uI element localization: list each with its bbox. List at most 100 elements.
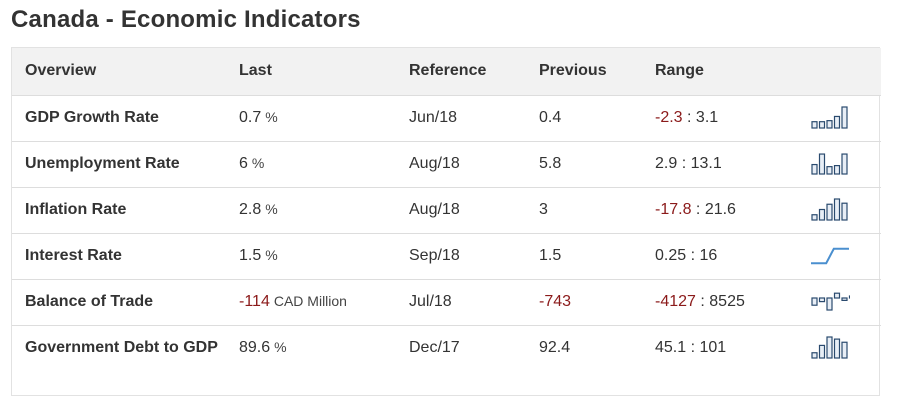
sparkline-chart[interactable]: [810, 336, 850, 360]
header-overview[interactable]: Overview: [25, 62, 97, 80]
sparkline-cell[interactable]: [797, 141, 881, 187]
sparkline-cell[interactable]: [797, 279, 881, 325]
range-cell: 0.25 : 16: [642, 233, 797, 279]
sparkline-bar: [841, 153, 848, 175]
sparkline-bar: [811, 352, 818, 359]
indicator-name-link[interactable]: Unemployment Rate: [25, 155, 180, 172]
range-cell: 45.1 : 101: [642, 325, 797, 371]
last-value: 1.5: [239, 247, 262, 264]
table-row[interactable]: Inflation Rate 2.8% Aug/18 3 -17.8 : 21.6: [12, 187, 881, 233]
range-separator: :: [695, 293, 710, 310]
unit-label: %: [274, 339, 287, 356]
range-low: -17.8: [655, 201, 692, 218]
sparkline-bar: [818, 121, 826, 129]
unit-label: %: [265, 201, 278, 217]
range-high: 101: [699, 339, 727, 357]
table-row[interactable]: Government Debt to GDP 89.6% Dec/17 92.4 45.…: [12, 325, 881, 371]
previous-value: 1.5: [539, 247, 562, 264]
range-separator: :: [686, 339, 700, 357]
range-low: 0.25: [655, 247, 687, 264]
sparkline-bar: [811, 297, 818, 306]
last-value: 0.7: [239, 109, 262, 126]
sparkline-cell[interactable]: [797, 95, 881, 141]
sparkline-bar: [833, 292, 841, 299]
table-row[interactable]: GDP Growth Rate 0.7% Jun/18 0.4 -2.3 : 3.1: [12, 95, 881, 141]
reference-value: Aug/18: [409, 201, 460, 218]
reference-value: Jun/18: [409, 109, 458, 126]
header-previous[interactable]: Previous: [539, 62, 607, 80]
sparkline-bar: [833, 198, 841, 221]
range-separator: :: [682, 109, 696, 126]
sparkline-bar: [811, 121, 818, 129]
last-cell: 1.5%: [226, 233, 396, 279]
table-row[interactable]: Unemployment Rate 6% Aug/18 5.8 2.9 : 13.1: [12, 141, 881, 187]
sparkline-cell[interactable]: [797, 325, 881, 371]
sparkline-bar: [811, 214, 818, 221]
range-cell: -17.8 : 21.6: [642, 187, 797, 233]
sparkline-line: [811, 247, 849, 265]
range-low: 45.1: [655, 339, 687, 357]
range-low: -2.3: [655, 109, 683, 126]
header-range[interactable]: Range: [655, 62, 704, 80]
sparkline-bar: [826, 203, 833, 221]
reference-value: Sep/18: [409, 247, 460, 264]
range-cell: 2.9 : 13.1: [642, 141, 797, 187]
range-separator: :: [686, 247, 700, 264]
sparkline-bar: [841, 106, 848, 129]
reference-value: Dec/17: [409, 339, 460, 357]
range-high: 13.1: [690, 155, 722, 172]
last-value: 6: [239, 155, 248, 172]
table-row[interactable]: Interest Rate 1.5% Sep/18 1.5 0.25 : 16: [12, 233, 881, 279]
sparkline-chart[interactable]: [810, 290, 850, 314]
sparkline-bar: [833, 338, 841, 359]
sparkline-bar: [818, 153, 826, 175]
previous-value: -743: [539, 293, 572, 310]
range-high: 16: [699, 247, 718, 264]
sparkline-cell[interactable]: [797, 187, 881, 233]
range-cell: -4127 : 8525: [642, 279, 797, 325]
indicator-name-link[interactable]: Government Debt to GDP: [25, 339, 218, 357]
sparkline-bar: [826, 120, 833, 129]
sparkline-bar: [818, 297, 826, 303]
range-high: 3.1: [695, 109, 719, 126]
previous-value: 92.4: [539, 339, 571, 357]
indicator-name-link[interactable]: Inflation Rate: [25, 201, 127, 218]
indicator-name-link[interactable]: Interest Rate: [25, 247, 122, 264]
last-cell: 0.7%: [226, 95, 396, 141]
last-value: 2.8: [239, 201, 262, 218]
indicators-table: Overview Last Reference Previous Range G…: [11, 47, 881, 396]
previous-value: 3: [539, 201, 548, 218]
reference-value: Aug/18: [409, 155, 460, 172]
sparkline-chart[interactable]: [810, 106, 850, 130]
sparkline-chart[interactable]: [810, 152, 850, 176]
table-row[interactable]: Balance of Trade -114 CAD Million Jul/18 -74…: [12, 279, 881, 325]
sparkline-bar: [833, 165, 841, 175]
header-chart: [797, 48, 881, 95]
indicator-name-link[interactable]: Balance of Trade: [25, 293, 154, 310]
table-header-row: Overview Last Reference Previous Range: [12, 48, 881, 95]
unit-label: %: [265, 247, 278, 263]
range-cell: -2.3 : 3.1: [642, 95, 797, 141]
sparkline-bar: [826, 297, 833, 311]
last-cell: -114 CAD Million: [226, 279, 396, 325]
unit-label: %: [251, 155, 265, 171]
range-separator: :: [691, 201, 705, 218]
sparkline-bar: [826, 166, 833, 175]
unit-label: %: [265, 109, 278, 125]
sparkline-chart[interactable]: [810, 198, 850, 222]
indicator-name-link[interactable]: GDP Growth Rate: [25, 109, 159, 126]
range-separator: :: [677, 155, 691, 172]
sparkline-bar: [841, 341, 848, 359]
sparkline-bar: [848, 295, 850, 299]
last-cell: 89.6%: [226, 325, 396, 371]
last-value: -114: [239, 293, 270, 310]
range-high: 21.6: [704, 201, 736, 218]
previous-value: 0.4: [539, 109, 562, 126]
sparkline-cell[interactable]: [797, 233, 881, 279]
header-last[interactable]: Last: [239, 62, 272, 80]
sparkline-chart[interactable]: [810, 244, 850, 268]
header-reference[interactable]: Reference: [409, 62, 487, 80]
sparkline-bar: [841, 297, 848, 302]
sparkline-bar: [811, 163, 818, 175]
sparkline-bar: [833, 115, 841, 129]
